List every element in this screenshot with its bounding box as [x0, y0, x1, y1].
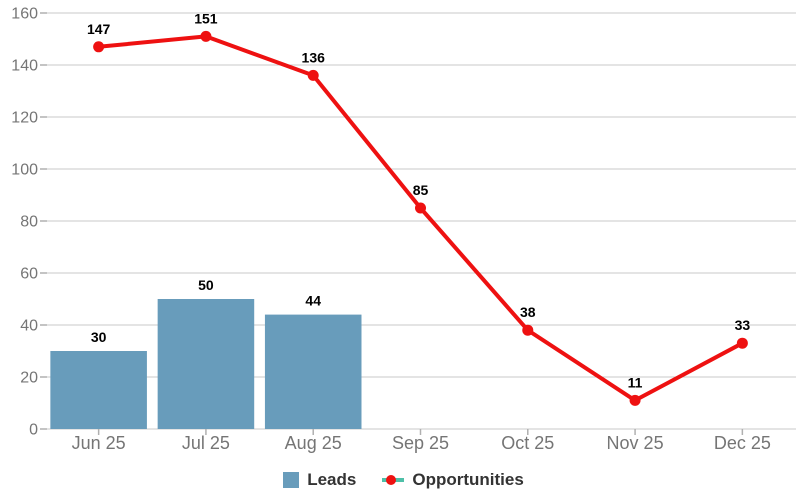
point-nov-25[interactable] [629, 394, 641, 406]
opportunities-swatch-icon [382, 474, 405, 486]
y-axis-label-160: 160 [11, 6, 38, 23]
y-axis-label-0: 0 [29, 422, 38, 439]
bar-aug-25[interactable] [264, 314, 362, 429]
x-axis-label-dec-25: Dec 25 [714, 433, 771, 453]
point-label-oct-25: 38 [520, 304, 536, 320]
legend-item-leads[interactable]: Leads [283, 470, 356, 490]
x-axis-label-aug-25: Aug 25 [285, 433, 342, 453]
point-label-jul-25: 151 [194, 10, 218, 26]
y-axis-label-140: 140 [11, 58, 38, 75]
point-jul-25[interactable] [200, 30, 212, 42]
y-axis-label-80: 80 [20, 214, 38, 231]
point-aug-25[interactable] [307, 69, 319, 81]
bar-label-jun-25: 30 [91, 329, 107, 345]
x-axis-label-jun-25: Jun 25 [72, 433, 126, 453]
bar-jul-25[interactable] [157, 299, 255, 429]
point-label-dec-25: 33 [735, 317, 751, 333]
leads-swatch-icon [283, 472, 300, 488]
bar-label-jul-25: 50 [198, 277, 214, 293]
point-jun-25[interactable] [93, 41, 105, 53]
point-label-aug-25: 136 [302, 49, 326, 65]
x-axis-label-jul-25: Jul 25 [182, 433, 230, 453]
x-axis-label-nov-25: Nov 25 [607, 433, 664, 453]
legend-label-opportunities: Opportunities [412, 470, 524, 489]
point-dec-25[interactable] [736, 337, 748, 349]
legend-label-leads: Leads [307, 470, 357, 489]
x-axis-label-sep-25: Sep 25 [392, 433, 449, 453]
y-axis-label-120: 120 [11, 110, 38, 127]
x-axis-label-oct-25: Oct 25 [501, 433, 554, 453]
legend-item-opportunities[interactable]: Opportunities [382, 470, 524, 490]
chart-legend: Leads Opportunities [0, 467, 807, 493]
y-axis-label-40: 40 [20, 318, 38, 335]
point-label-sep-25: 85 [413, 182, 429, 198]
point-label-jun-25: 147 [87, 21, 111, 37]
bar-label-aug-25: 44 [305, 293, 321, 309]
bar-jun-25[interactable] [50, 351, 147, 429]
point-label-nov-25: 11 [628, 374, 643, 390]
point-sep-25[interactable] [415, 202, 426, 214]
y-axis-label-60: 60 [20, 266, 38, 283]
y-axis-label-100: 100 [11, 162, 38, 179]
opportunities-dot-icon [386, 475, 397, 485]
point-oct-25[interactable] [522, 324, 534, 336]
y-axis-label-20: 20 [20, 370, 38, 387]
chart-canvas: 0 20 40 60 80 100 120 140 160 Jun 25 Jul 25 Aug 25 S… [11, 6, 796, 453]
